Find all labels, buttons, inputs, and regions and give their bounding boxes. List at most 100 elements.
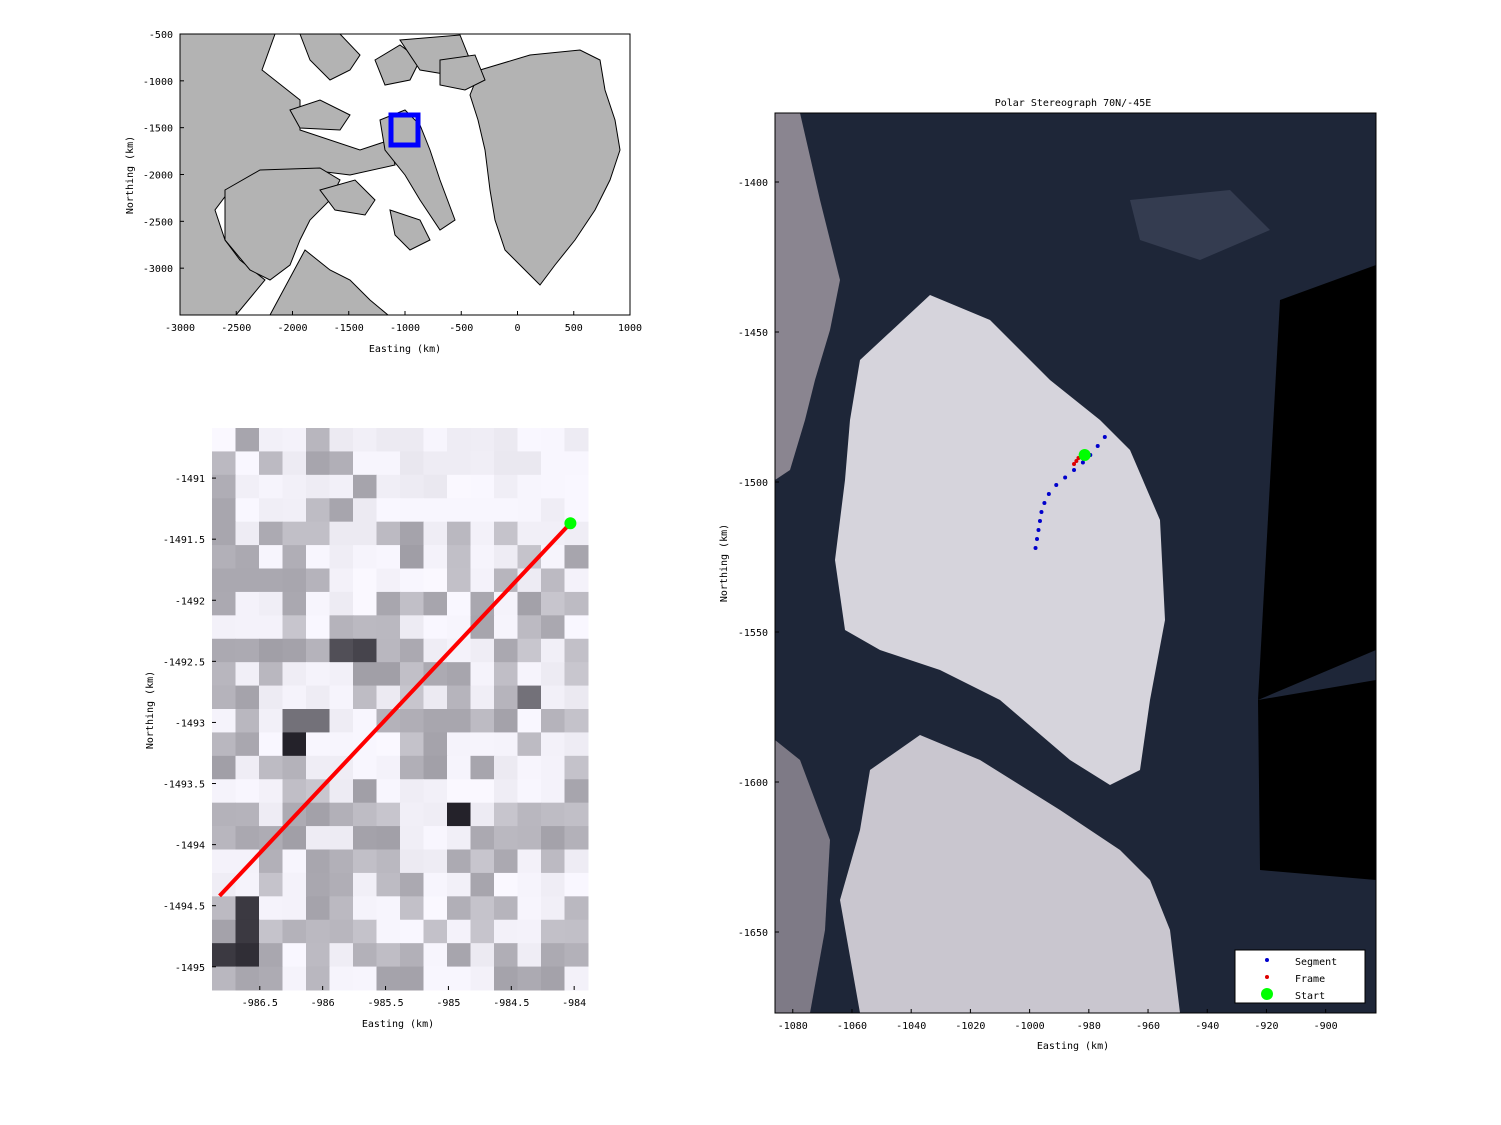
heatmap-cell [423,498,448,523]
satellite-frame [774,112,1377,1014]
heatmap-cell [212,638,236,663]
heatmap-cell [470,498,495,523]
heatmap-cell [212,779,236,804]
heatmap-cell [564,826,589,850]
heatmap-cell [423,591,448,616]
segment-point [1054,483,1059,487]
heatmap-cell [494,872,518,897]
x-tick-label: -984.5 [493,998,529,1009]
heatmap-cell [423,849,448,874]
heatmap-cell [282,662,307,687]
satellite-axes: Polar Stereograph 70N/-45E -1080 -1060 -10… [719,98,1377,1052]
heatmap-cell [423,755,448,780]
heatmap-cell [447,498,471,523]
heatmap-cell [306,428,330,452]
heatmap-cell [329,451,354,476]
heatmap-cell [517,802,542,827]
heatmap-cell [212,826,236,850]
heatmap-cell [470,732,495,757]
heatmap-cell [423,638,448,663]
heatmap-cell [235,662,260,687]
y-tick-label: -1493.5 [163,780,205,791]
heatmap-cell [282,755,307,780]
heatmap-cell [423,943,448,968]
heatmap-cell [353,966,377,991]
y-tick-label: -2500 [143,217,173,228]
heatmap-cell [376,474,401,499]
heatmap-cell [541,615,565,640]
heatmap-cell [306,451,330,476]
heatmap-cell [259,568,283,593]
x-tick-label: -985.5 [367,998,403,1009]
heatmap-cell [329,685,354,710]
segment-point [1080,460,1085,465]
heatmap-cell [541,802,565,827]
heatmap-cell [259,732,283,757]
heatmap-cell [423,896,448,921]
heatmap-cell [306,966,330,991]
x-tick-label: -2000 [277,323,307,334]
heatmap-cell [541,498,565,523]
heatmap-cell [494,662,518,687]
heatmap-cell [400,732,424,757]
heatmap-cell [329,474,354,499]
heatmap-cell [376,685,401,710]
y-tick-label: -3000 [143,264,173,275]
heatmap-cell [447,896,471,921]
y-tick-label: -1492 [175,596,205,607]
heatmap-cell [306,685,330,710]
heatmap-cell [212,849,236,874]
heatmap-cell [517,428,542,452]
heatmap-cell [329,638,354,663]
segment-point [1036,528,1041,532]
heatmap-cell [517,966,542,991]
heatmap-cell [259,779,283,804]
heatmap-cell [353,685,377,710]
heatmap-cell [353,779,377,804]
heatmap-cell [306,591,330,616]
heatmap-cell [376,428,401,452]
heatmap-cell [470,896,495,921]
heatmap-cell [259,498,283,523]
heatmap-cell [517,709,542,733]
heatmap-cell [282,638,307,663]
heatmap-cell [329,849,354,874]
heatmap-cell [400,521,424,546]
heatmap-cell [423,732,448,757]
heatmap-cell [353,755,377,780]
heatmap-cell [353,428,377,452]
heatmap-cell [517,638,542,663]
y-tick-label: -1492.5 [163,657,205,668]
heatmap-cell [212,662,236,687]
heatmap-cell [306,474,330,499]
heatmap-cell [447,638,471,663]
heatmap-cell [423,568,448,593]
heatmap-cell [235,779,260,804]
y-tick-label: -1491 [175,474,205,485]
heatmap-cell [235,732,260,757]
heatmap-cell [306,826,330,850]
x-tick-label: -984 [562,998,586,1009]
heatmap-cell [517,591,542,616]
heatmap-cell [447,568,471,593]
heatmap-cell [423,521,448,546]
heatmap-cell [306,943,330,968]
y-tick-label: -1493 [175,718,205,729]
land-polygons [179,33,621,316]
heatmap-cell [329,732,354,757]
heatmap-cell [447,919,471,944]
heatmap-cell [470,451,495,476]
heatmap-cell [447,802,471,827]
heatmap-cell [353,615,377,640]
heatmap-cell [329,802,354,827]
heatmap-cell [212,919,236,944]
heatmap-cell [353,474,377,499]
heatmap-cell [282,732,307,757]
heatmap-cell [423,709,448,733]
heatmap-cell [329,826,354,850]
heatmap-cell [259,849,283,874]
heatmap-cell [329,919,354,944]
heatmap-cell [353,826,377,850]
heatmap-cell [282,849,307,874]
heatmap-cell [376,802,401,827]
